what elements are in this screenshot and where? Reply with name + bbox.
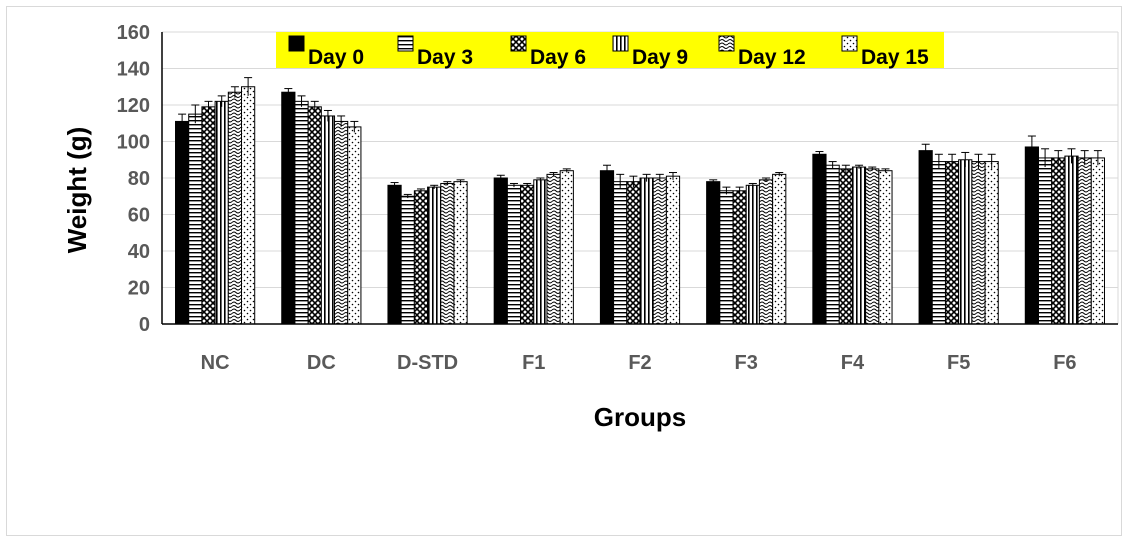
bar-day-0-f4	[812, 153, 827, 325]
bar-day-0-nc	[175, 120, 190, 325]
legend-swatch	[288, 35, 305, 52]
x-tick-label: DC	[307, 352, 336, 374]
y-tick-label: 100	[117, 132, 150, 154]
bar-day-3-d-std	[400, 195, 415, 325]
bar-day-9-f5	[958, 159, 973, 325]
bar-day-12-f2	[652, 177, 667, 325]
bar-day-9-nc	[214, 100, 229, 325]
y-tick-label: 0	[139, 314, 150, 336]
bar-day-3-f2	[613, 181, 628, 325]
x-tick-label: F6	[1053, 352, 1076, 374]
bar-day-15-f2	[665, 175, 681, 325]
y-tick-label: 160	[117, 22, 150, 44]
bar-day-6-dc	[307, 106, 322, 325]
bar-day-6-nc	[201, 106, 216, 325]
bar-day-15-nc	[241, 86, 256, 325]
bar-day-9-d-std	[427, 186, 442, 325]
bar-day-12-f4	[865, 168, 880, 325]
legend-swatch	[612, 35, 629, 52]
x-tick-label: F4	[841, 352, 865, 374]
bar-day-0-f2	[599, 170, 615, 325]
legend-label: Day 9	[632, 46, 688, 69]
bar-day-12-f5	[971, 161, 986, 325]
bar-day-15-f3	[772, 173, 787, 325]
x-tick-label: F2	[628, 352, 651, 374]
bar-day-9-f3	[745, 184, 760, 325]
y-tick-label: 40	[128, 241, 150, 263]
bar-day-12-d-std	[440, 182, 455, 325]
legend-label: Day 12	[738, 46, 806, 69]
legend-label: Day 15	[861, 46, 929, 69]
legend-label: Day 3	[417, 46, 473, 69]
legend-swatch	[397, 35, 414, 52]
legend-swatch	[841, 35, 858, 52]
bar-day-0-dc	[281, 91, 296, 325]
x-tick-label: F1	[522, 352, 545, 374]
y-tick-label: 80	[128, 168, 150, 190]
bar-day-9-f6	[1064, 155, 1079, 325]
y-tick-label: 140	[117, 59, 150, 81]
bar-day-6-d-std	[413, 190, 429, 325]
legend-label: Day 6	[530, 46, 586, 69]
bar-day-3-f5	[931, 161, 946, 325]
bar-day-0-f5	[918, 150, 933, 325]
legend-swatch	[510, 35, 527, 52]
x-axis-title: Groups	[594, 402, 686, 432]
bar-day-3-f3	[719, 190, 734, 325]
y-axis-title: Weight (g)	[62, 127, 92, 254]
y-tick-label: 120	[117, 95, 150, 117]
bar-day-3-nc	[188, 113, 203, 325]
bar-day-3-f6	[1037, 157, 1053, 325]
bar-day-15-f6	[1090, 157, 1105, 325]
x-tick-label: F5	[947, 352, 970, 374]
x-tick-label: D-STD	[397, 352, 458, 374]
bar-day-6-f1	[520, 184, 535, 325]
legend-label: Day 0	[308, 46, 364, 69]
bar-day-15-f1	[559, 170, 574, 325]
bar-day-12-nc	[227, 91, 243, 325]
chart-frame	[6, 6, 1122, 536]
bar-day-6-f5	[944, 161, 960, 325]
bar-day-3-f4	[825, 164, 840, 325]
x-tick-label: F3	[735, 352, 758, 374]
bar-day-15-f5	[984, 161, 999, 325]
legend-swatch	[718, 35, 735, 52]
bar-day-0-f3	[706, 181, 721, 325]
bar-day-9-f4	[851, 166, 867, 325]
bar-day-3-dc	[294, 100, 309, 325]
bar-day-15-d-std	[453, 181, 468, 325]
bar-day-6-f6	[1051, 157, 1066, 325]
bar-day-12-f6	[1077, 157, 1092, 325]
bar-day-12-dc	[334, 120, 349, 325]
bar-day-15-dc	[347, 126, 362, 325]
x-tick-label: NC	[201, 352, 230, 374]
y-tick-label: 20	[128, 278, 150, 300]
bar-day-0-d-std	[387, 184, 402, 325]
bar-day-6-f2	[626, 181, 641, 325]
bar-day-6-f4	[838, 168, 853, 325]
bar-day-0-f1	[493, 177, 508, 325]
bar-day-0-f6	[1024, 146, 1039, 325]
y-tick-label: 60	[128, 205, 150, 227]
legend-box	[276, 32, 944, 68]
bar-day-9-f1	[533, 179, 548, 325]
bar-day-3-f1	[506, 184, 522, 325]
bar-day-9-f2	[639, 177, 654, 325]
bar-day-12-f3	[758, 179, 774, 325]
bar-day-12-f1	[546, 173, 561, 325]
bar-day-9-dc	[320, 115, 336, 325]
bar-day-6-f3	[732, 190, 747, 325]
bar-day-15-f4	[878, 170, 893, 325]
